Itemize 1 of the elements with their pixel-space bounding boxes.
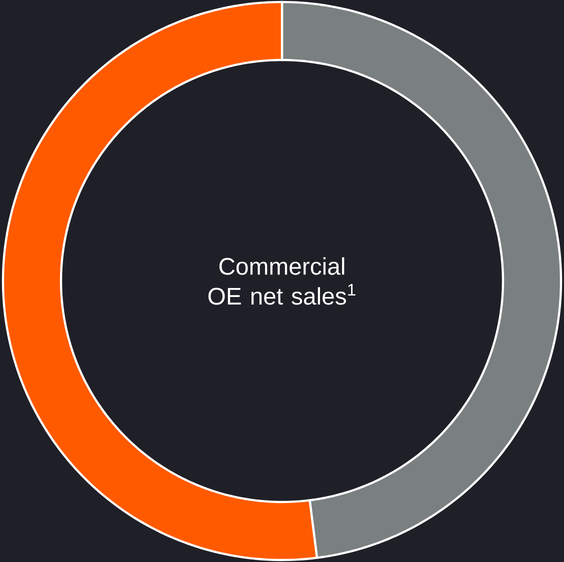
text: Commercial OE net sales$^{1}$ [208, 257, 356, 305]
